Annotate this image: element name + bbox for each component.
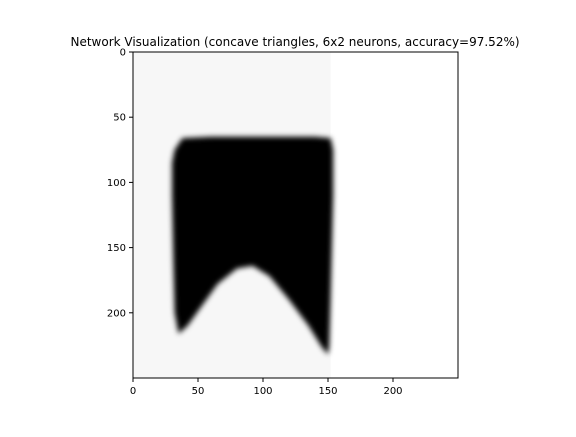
- x-axis: 0 50 100 150 200: [130, 378, 403, 397]
- plot-frame: [132, 51, 459, 379]
- chart-title: Network Visualization (concave triangles…: [70, 35, 519, 49]
- y-tick-label: 150: [107, 243, 126, 254]
- x-tick-label: 150: [318, 386, 337, 397]
- x-tick-label: 100: [253, 386, 272, 397]
- y-axis: 0 50 100 150 200: [107, 48, 133, 319]
- y-tick-label: 0: [120, 48, 126, 59]
- x-tick-label: 200: [383, 386, 402, 397]
- y-tick-label: 200: [107, 308, 126, 319]
- heatmap-dark-region: [172, 136, 334, 355]
- y-tick-label: 100: [107, 178, 126, 189]
- x-tick-label: 50: [192, 386, 205, 397]
- y-tick-label: 50: [113, 113, 126, 124]
- x-tick-label: 0: [130, 386, 136, 397]
- plot-area: [132, 51, 459, 379]
